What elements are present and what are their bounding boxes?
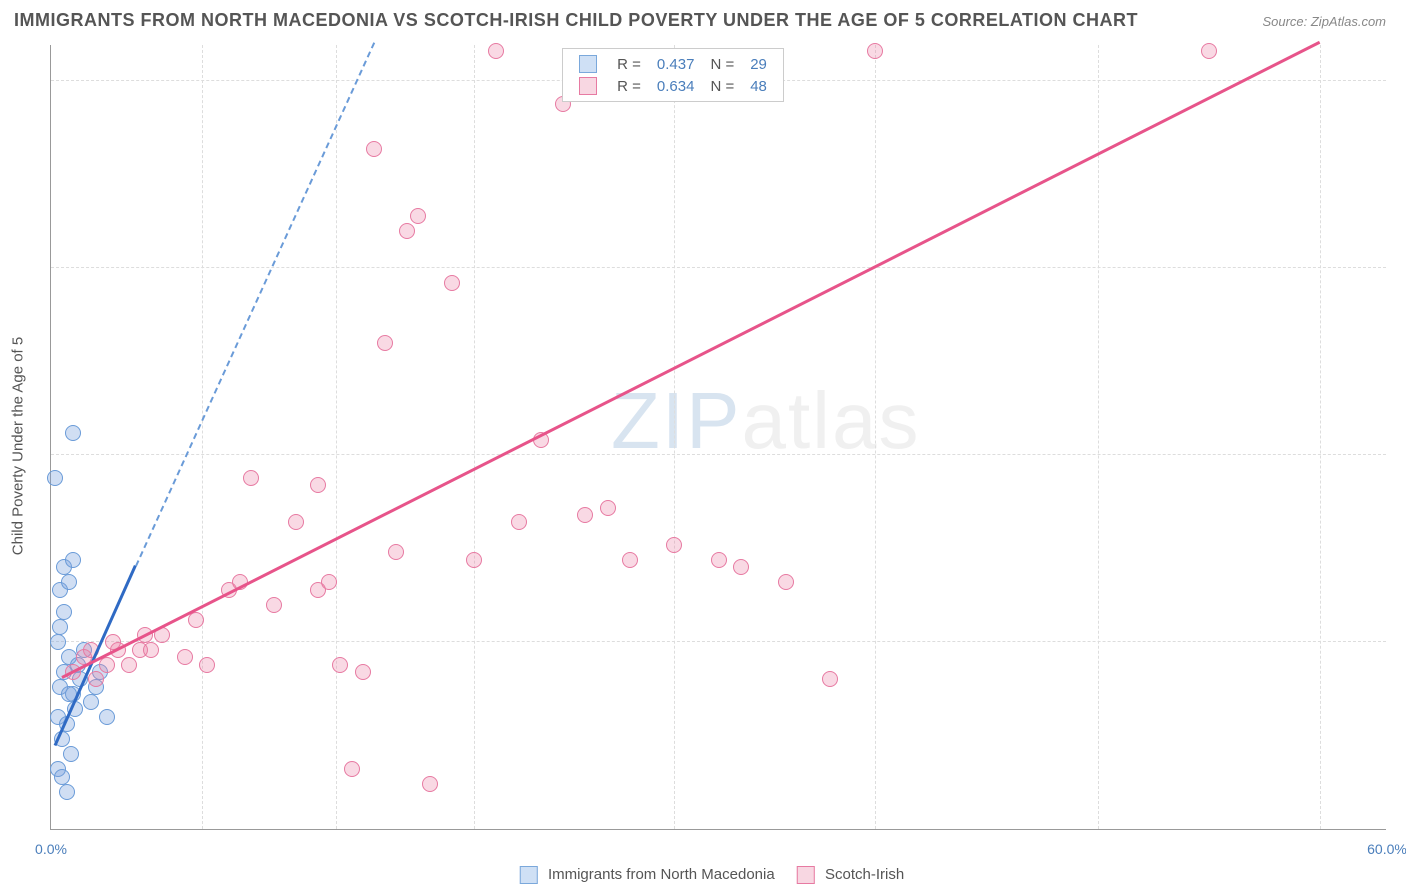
data-point (121, 657, 137, 673)
data-point (83, 694, 99, 710)
x-tick-label: 0.0% (35, 841, 67, 857)
data-point (399, 223, 415, 239)
data-point (577, 507, 593, 523)
plot-area: ZIPatlas 25.0%50.0%75.0%100.0%0.0%60.0% (50, 45, 1386, 830)
gridline-h (51, 641, 1386, 642)
data-point (867, 43, 883, 59)
trend-line (135, 43, 375, 567)
data-point (56, 604, 72, 620)
y-tick-label: 50.0% (1396, 431, 1406, 447)
gridline-v (674, 45, 675, 829)
gridline-v (202, 45, 203, 829)
data-point (822, 671, 838, 687)
data-point (65, 425, 81, 441)
legend-swatch-series1 (520, 866, 538, 884)
data-point (288, 514, 304, 530)
gridline-v (1320, 45, 1321, 829)
data-point (52, 619, 68, 635)
gridline-v (336, 45, 337, 829)
data-point (332, 657, 348, 673)
data-point (65, 552, 81, 568)
data-point (388, 544, 404, 560)
data-point (199, 657, 215, 673)
gridline-v (875, 45, 876, 829)
gridline-v (1098, 45, 1099, 829)
data-point (61, 574, 77, 590)
data-point (243, 470, 259, 486)
data-point (355, 664, 371, 680)
data-point (444, 275, 460, 291)
y-tick-label: 75.0% (1396, 244, 1406, 260)
data-point (177, 649, 193, 665)
data-point (466, 552, 482, 568)
data-point (422, 776, 438, 792)
data-point (143, 642, 159, 658)
data-point (321, 574, 337, 590)
data-point (410, 208, 426, 224)
data-point (733, 559, 749, 575)
data-point (88, 671, 104, 687)
chart-title: IMMIGRANTS FROM NORTH MACEDONIA VS SCOTC… (14, 10, 1138, 31)
data-point (266, 597, 282, 613)
y-axis-label: Child Poverty Under the Age of 5 (10, 337, 27, 555)
data-point (47, 470, 63, 486)
data-point (54, 769, 70, 785)
legend-swatch-series2 (797, 866, 815, 884)
data-point (511, 514, 527, 530)
data-point (366, 141, 382, 157)
data-point (344, 761, 360, 777)
data-point (50, 634, 66, 650)
data-point (1201, 43, 1217, 59)
y-tick-label: 100.0% (1396, 57, 1406, 73)
x-tick-label: 60.0% (1367, 841, 1406, 857)
data-point (63, 746, 79, 762)
gridline-h (51, 454, 1386, 455)
data-point (377, 335, 393, 351)
gridline-v (474, 45, 475, 829)
trend-line (61, 41, 1320, 679)
data-point (310, 477, 326, 493)
data-point (666, 537, 682, 553)
data-point (778, 574, 794, 590)
data-point (600, 500, 616, 516)
data-point (711, 552, 727, 568)
legend-label-series1: Immigrants from North Macedonia (548, 866, 775, 883)
data-point (622, 552, 638, 568)
legend-label-series2: Scotch-Irish (825, 866, 904, 883)
data-point (59, 784, 75, 800)
source-label: Source: ZipAtlas.com (1262, 14, 1386, 29)
data-point (488, 43, 504, 59)
legend-top: R =0.437N =29R =0.634N =48 (562, 48, 784, 102)
data-point (99, 709, 115, 725)
legend-bottom: Immigrants from North Macedonia Scotch-I… (502, 866, 904, 884)
y-tick-label: 25.0% (1396, 618, 1406, 634)
gridline-h (51, 267, 1386, 268)
